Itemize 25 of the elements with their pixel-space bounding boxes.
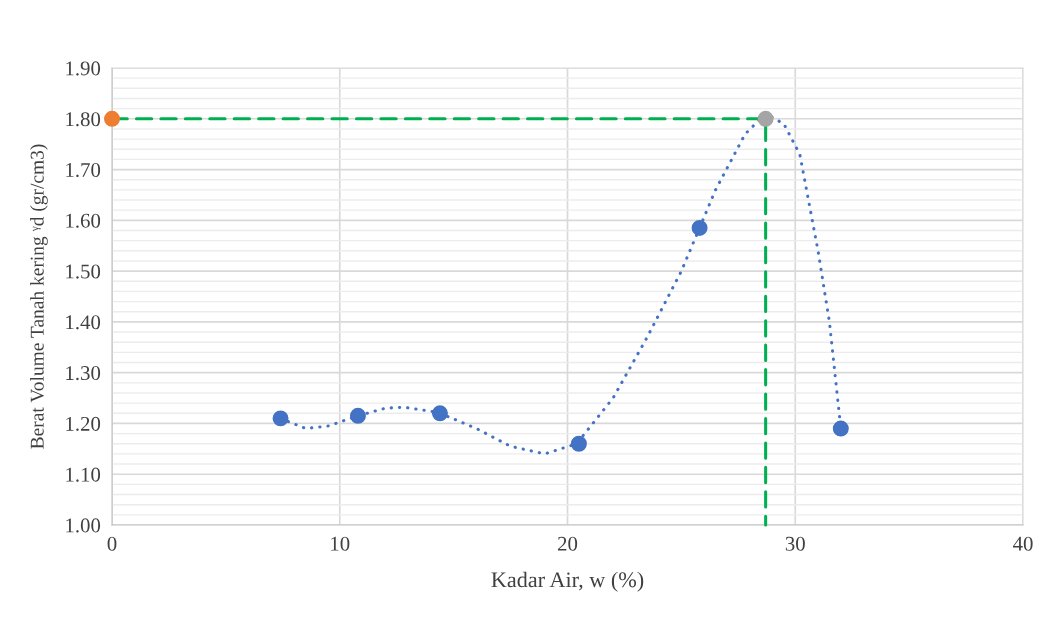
x-tick-label: 30 xyxy=(785,536,805,551)
point xyxy=(832,420,849,437)
x-tick-label: 40 xyxy=(1012,536,1033,551)
y-tick-label: 1.10 xyxy=(66,467,101,482)
point xyxy=(272,410,289,427)
point xyxy=(431,405,448,422)
y-tick-label: 1.30 xyxy=(66,366,101,381)
point xyxy=(349,407,366,424)
y-tick-label: 1.70 xyxy=(66,162,101,178)
y-tick-label: 1.60 xyxy=(66,213,101,228)
x-tick-label: 20 xyxy=(558,536,578,551)
y-tick-label: 1.90 xyxy=(66,61,101,76)
x-axis-title: Kadar Air, w (%) xyxy=(491,571,644,592)
y-axis-title: Berat Volume Tanah kering ᵞd (gr/cm3) xyxy=(30,144,48,449)
point xyxy=(757,110,774,127)
point xyxy=(691,219,708,236)
y-tick-label: 1.00 xyxy=(66,518,101,533)
x-tick-label: 10 xyxy=(331,536,350,551)
point xyxy=(570,435,587,452)
y-tick-label: 1.20 xyxy=(66,416,101,431)
y-tick-label: 1.80 xyxy=(66,112,101,127)
y-tick-label: 1.50 xyxy=(66,264,101,279)
y-tick-label: 1.40 xyxy=(66,315,101,330)
x-tick-label: 0 xyxy=(107,536,117,551)
point xyxy=(104,110,120,127)
